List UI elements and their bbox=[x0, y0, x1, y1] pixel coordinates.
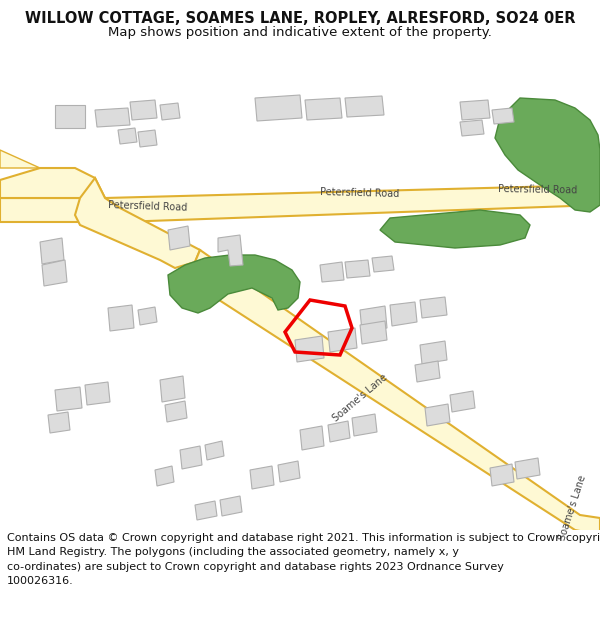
Polygon shape bbox=[205, 441, 224, 460]
Polygon shape bbox=[105, 185, 600, 222]
Text: Soame's Lane: Soame's Lane bbox=[558, 474, 588, 542]
Polygon shape bbox=[55, 387, 82, 411]
Polygon shape bbox=[138, 130, 157, 147]
Text: Petersfield Road: Petersfield Road bbox=[108, 199, 188, 212]
Polygon shape bbox=[168, 255, 300, 313]
Polygon shape bbox=[328, 328, 357, 352]
Polygon shape bbox=[490, 464, 514, 486]
Polygon shape bbox=[328, 421, 350, 442]
Polygon shape bbox=[300, 426, 324, 450]
Polygon shape bbox=[160, 103, 180, 120]
Polygon shape bbox=[255, 95, 302, 121]
Polygon shape bbox=[278, 461, 300, 482]
Polygon shape bbox=[345, 96, 384, 117]
Text: Soame's Lane: Soame's Lane bbox=[331, 372, 389, 424]
Polygon shape bbox=[218, 235, 243, 266]
Polygon shape bbox=[85, 382, 110, 405]
Polygon shape bbox=[130, 100, 157, 120]
Polygon shape bbox=[0, 198, 120, 222]
Polygon shape bbox=[250, 466, 274, 489]
Polygon shape bbox=[138, 307, 157, 325]
Polygon shape bbox=[495, 98, 600, 212]
Polygon shape bbox=[320, 262, 344, 282]
Polygon shape bbox=[160, 376, 185, 402]
Polygon shape bbox=[420, 297, 447, 318]
Polygon shape bbox=[492, 108, 514, 124]
Polygon shape bbox=[420, 341, 447, 364]
Polygon shape bbox=[305, 98, 342, 120]
Polygon shape bbox=[380, 210, 530, 248]
Polygon shape bbox=[345, 260, 370, 278]
Polygon shape bbox=[450, 391, 475, 412]
Polygon shape bbox=[95, 108, 130, 127]
Polygon shape bbox=[48, 412, 70, 433]
Polygon shape bbox=[165, 401, 187, 422]
Text: Map shows position and indicative extent of the property.: Map shows position and indicative extent… bbox=[108, 26, 492, 39]
Polygon shape bbox=[360, 321, 387, 344]
Text: Petersfield Road: Petersfield Road bbox=[320, 187, 400, 199]
Text: Contains OS data © Crown copyright and database right 2021. This information is : Contains OS data © Crown copyright and d… bbox=[7, 533, 600, 586]
Polygon shape bbox=[155, 466, 174, 486]
Polygon shape bbox=[372, 256, 394, 272]
Polygon shape bbox=[108, 305, 134, 331]
Polygon shape bbox=[460, 120, 484, 136]
Polygon shape bbox=[425, 404, 450, 426]
Polygon shape bbox=[220, 496, 242, 516]
Polygon shape bbox=[55, 105, 85, 128]
Polygon shape bbox=[118, 128, 137, 144]
Polygon shape bbox=[195, 501, 217, 520]
Text: Petersfield Road: Petersfield Road bbox=[498, 184, 578, 196]
Polygon shape bbox=[352, 414, 377, 436]
Text: WILLOW COTTAGE, SOAMES LANE, ROPLEY, ALRESFORD, SO24 0ER: WILLOW COTTAGE, SOAMES LANE, ROPLEY, ALR… bbox=[25, 11, 575, 26]
Polygon shape bbox=[515, 458, 540, 479]
Polygon shape bbox=[168, 226, 190, 250]
Polygon shape bbox=[0, 168, 105, 198]
Polygon shape bbox=[75, 178, 200, 268]
Polygon shape bbox=[185, 250, 600, 535]
Polygon shape bbox=[460, 100, 490, 120]
Polygon shape bbox=[40, 238, 64, 264]
Polygon shape bbox=[42, 260, 67, 286]
Polygon shape bbox=[390, 302, 417, 326]
Polygon shape bbox=[295, 336, 324, 362]
Polygon shape bbox=[415, 361, 440, 382]
Polygon shape bbox=[0, 150, 40, 168]
Polygon shape bbox=[360, 306, 387, 332]
Polygon shape bbox=[180, 446, 202, 469]
